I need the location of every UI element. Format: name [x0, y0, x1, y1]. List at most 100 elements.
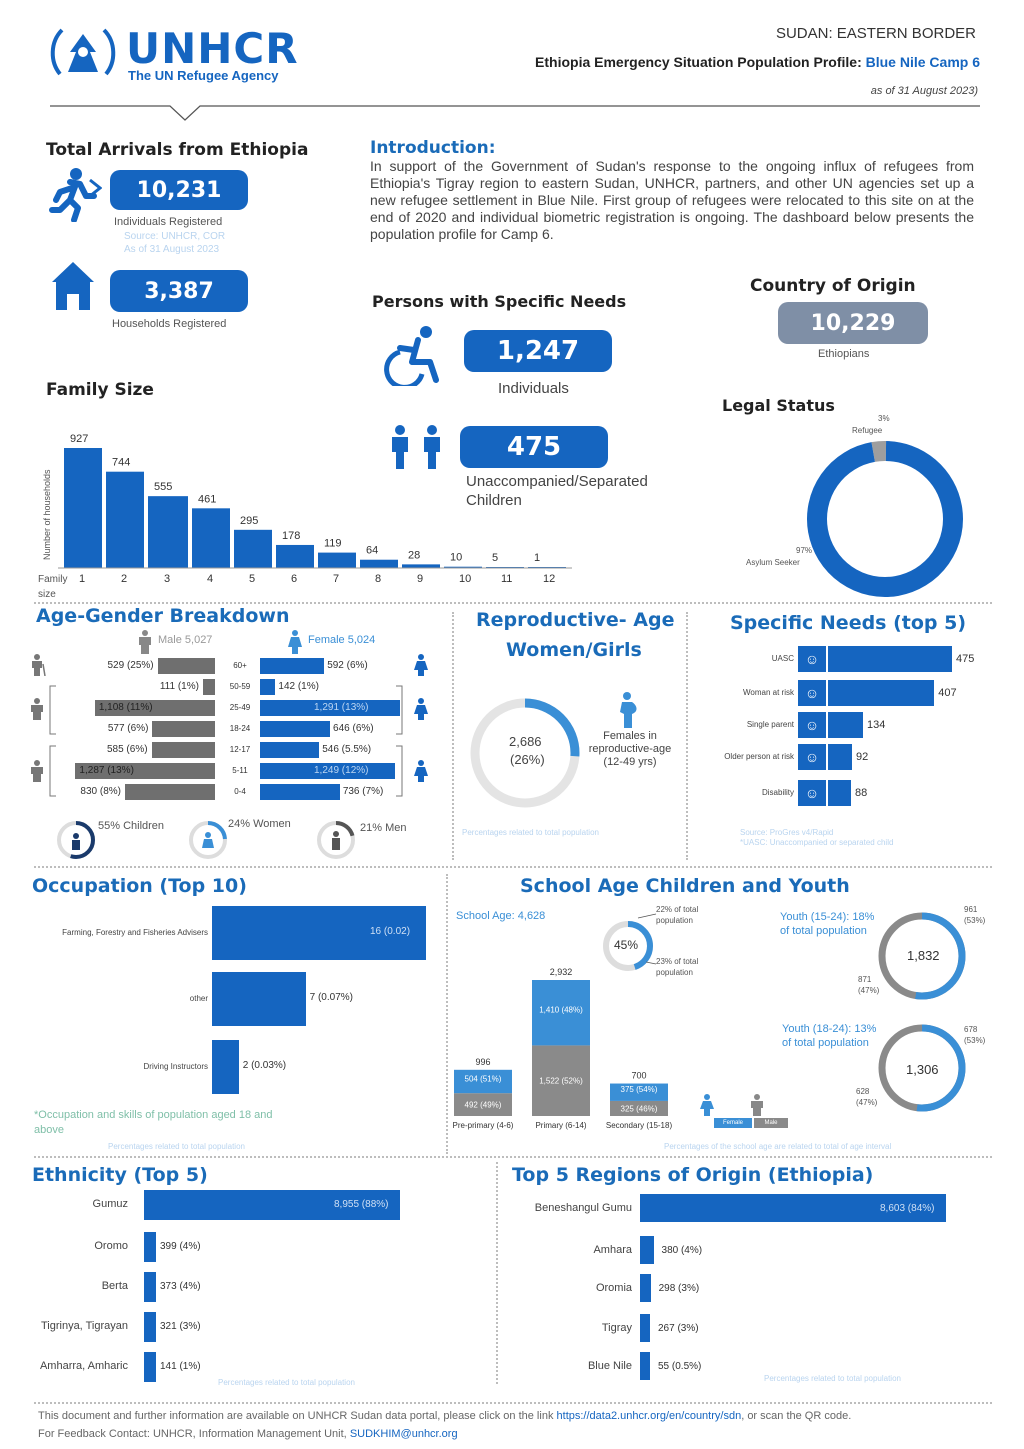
school-female-label: 375 (54%) [621, 1085, 658, 1094]
footer-line2: For Feedback Contact: UNHCR, Information… [38, 1428, 458, 1440]
region-label: Tigray [601, 1322, 632, 1334]
region-label: Amhara [593, 1244, 632, 1256]
family-size-category: 6 [291, 573, 297, 585]
region-bar [640, 1352, 650, 1380]
occupation-bar [212, 906, 426, 960]
specific-needs-label: Older person at risk [724, 752, 794, 761]
ethnicity-bar [144, 1272, 156, 1302]
children-icon [392, 425, 440, 469]
region-label: Beneshangul Gumu [534, 1202, 632, 1214]
ethnicity-label: Gumuz [92, 1198, 128, 1210]
occupation-label: Driving Instructors [143, 1062, 208, 1071]
ethnicity-label: Berta [101, 1280, 128, 1292]
regions-title: Top 5 Regions of Origin (Ethiopia) [512, 1164, 874, 1186]
reproductive-title-1: Reproductive- Age [476, 609, 675, 631]
ethnicity-title: Ethnicity (Top 5) [32, 1164, 208, 1186]
female-icon [288, 630, 302, 654]
youth2-title: Youth (18-24): 13% of total population [782, 1023, 877, 1049]
school-male-label: 1,522 (52%) [539, 1077, 583, 1086]
arrivals-title: Total Arrivals from Ethiopia [46, 140, 309, 160]
legal-status-donut [807, 441, 963, 597]
family-size-bar [234, 529, 272, 568]
women-donut [189, 821, 227, 859]
female-age-bar [260, 763, 396, 779]
age-gender-chart: 60+ 529 (25%) 592 (6%) 50-59 111 (1%) 142 (1%… [20, 656, 440, 806]
male-age-bar [124, 784, 215, 800]
header-divider [50, 105, 980, 121]
girl-icon [414, 760, 428, 782]
data-portal-link[interactable]: https://data2.unhcr.org/en/country/sdn [556, 1410, 742, 1422]
school-total-label: 700 [631, 1071, 646, 1081]
region-label: Blue Nile [587, 1360, 632, 1372]
org-tagline: The UN Refugee Agency [128, 68, 279, 83]
org-name: UNHCR [126, 24, 299, 73]
occupation-label: other [189, 994, 208, 1003]
male-age-bar [94, 700, 215, 716]
family-size-category: 10 [459, 573, 471, 585]
family-size-value: 28 [408, 549, 420, 561]
family-size-category: 8 [375, 573, 381, 585]
divider-3 [34, 1156, 992, 1158]
footer-text-end: , or scan the QR code. [741, 1410, 852, 1422]
uasc-icon: ☺ [798, 646, 826, 672]
family-size-ylabel: Number of households [42, 469, 52, 560]
divider-1 [34, 602, 992, 604]
men-donut [317, 821, 355, 859]
age-brackets [49, 685, 403, 797]
female-age-bar [260, 658, 325, 674]
female-age-value: 546 (5.5%) [322, 744, 372, 755]
school-level-chart: 996 504 (51%) 492 (49%) Pre-primary (4-6) 2,… [453, 967, 673, 1130]
male-age-bar [151, 742, 215, 758]
feedback-text: For Feedback Contact: UNHCR, Information… [38, 1428, 347, 1440]
uasc-label: Unaccompanied/Separated Children [466, 473, 648, 509]
specific-needs-top5-title: Specific Needs (top 5) [730, 612, 967, 634]
school-level-label: Pre-primary (4-6) [453, 1121, 514, 1130]
school-female-label: 504 (51%) [465, 1074, 502, 1083]
elderly-female-icon [414, 654, 428, 676]
specific-needs-bar [828, 780, 851, 806]
region-value: 8,603 (84%) [880, 1203, 935, 1214]
family-size-bar [402, 564, 440, 568]
occupation-value: 2 (0.03%) [242, 1060, 287, 1071]
specific-needs-chart: UASC ☺ 475 Woman at risk ☺ 407 Single parent ☺ 1… [690, 644, 1010, 814]
region-bar [640, 1236, 654, 1264]
occupation-value: 16 (0.02) [370, 926, 411, 937]
region-label: Oromia [595, 1282, 632, 1294]
family-size-value: 744 [112, 457, 130, 469]
age-group-label: 5-11 [232, 766, 248, 775]
specific-needs-individuals-label: Individuals [498, 380, 569, 397]
family-size-category: 3 [164, 573, 170, 585]
woman-at-risk-icon: ☺ [798, 680, 826, 706]
wheelchair-icon [384, 326, 439, 386]
divider-v3 [446, 874, 448, 1154]
ethnicity-label: Amharra, Amharic [39, 1360, 128, 1372]
unhcr-logo: UNHCR The UN Refugee Agency [48, 24, 298, 86]
ethnicity-bar [144, 1190, 400, 1220]
age-group-label: 0-4 [234, 787, 246, 796]
family-size-category: 11 [501, 573, 512, 585]
specific-needs-label: Woman at risk [743, 688, 794, 697]
male-age-value: 111 (1%) [159, 681, 199, 692]
age-group-label: 60+ [233, 661, 247, 670]
occupation-note2: Percentages related to total population [108, 1142, 245, 1151]
region-value: 298 (3%) [658, 1283, 700, 1294]
family-size-value: 178 [282, 530, 300, 542]
ethnicity-bar [144, 1312, 156, 1342]
female-age-value: 736 (7%) [342, 786, 384, 797]
school-pct-b: 23% of total population [656, 957, 699, 977]
male-total-label: Male 5,027 [158, 634, 213, 646]
disability-icon: ☺ [798, 780, 826, 806]
specific-needs-label: Single parent [746, 720, 794, 729]
reproductive-note: Percentages related to total population [462, 828, 599, 837]
ethnicity-value: 8,955 (88%) [334, 1199, 389, 1210]
occupation-value: 7 (0.07%) [309, 992, 353, 1003]
specific-needs-bar [828, 712, 863, 738]
male-age-bar [202, 679, 215, 695]
ethnicity-value: 373 (4%) [160, 1281, 201, 1292]
individuals-registered-label: Individuals Registered [114, 216, 223, 228]
email-link[interactable]: SUDKHIM@unhcr.org [349, 1428, 458, 1440]
female-age-bar [260, 700, 400, 716]
school-note: Percentages of the school age are relate… [664, 1142, 892, 1151]
school-level-label: Primary (6-14) [535, 1121, 586, 1130]
ethnicity-value: 399 (4%) [160, 1241, 201, 1252]
